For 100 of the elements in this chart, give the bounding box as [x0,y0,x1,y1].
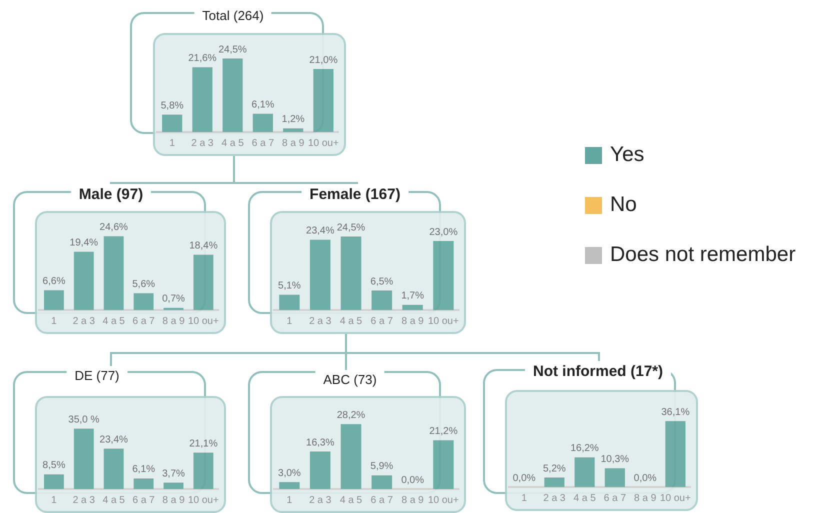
bar [192,67,212,132]
x-tick-label: 10 ou+ [188,316,219,327]
data-label: 0,0% [634,472,657,484]
x-tick-label: 2 a 3 [309,494,332,506]
x-tick-label: 8 a 9 [401,316,424,327]
x-tick-label: 2 a 3 [72,494,96,506]
data-label: 1,7% [401,290,424,302]
data-label: 0,0% [512,472,536,484]
data-label: 21,1% [189,438,218,450]
bar [222,58,243,132]
data-label: 23,4% [306,226,334,237]
bar [372,475,392,489]
x-tick-label: 6 a 7 [252,138,274,149]
x-tick-label: 6 a 7 [370,316,394,327]
x-tick-label: 4 a 5 [102,494,126,506]
bar [313,69,334,132]
x-tick-label: 4 a 5 [340,494,363,506]
x-tick-label: 2 a 3 [72,316,96,327]
bar [134,478,154,489]
x-tick-label: 8 a 9 [162,316,186,327]
data-label: 5,9% [370,461,394,472]
data-label: 1,2% [282,114,305,126]
legend-label: No [610,193,637,217]
chart-title: Not informed (17*) [524,361,672,382]
x-tick-label: 10 ou+ [428,316,459,327]
bar [44,290,64,310]
bar [74,428,94,489]
bar [604,468,625,487]
x-tick-label: 4 a 5 [340,316,363,327]
data-label: 10,3% [600,454,630,465]
x-tick-label: 10 ou+ [660,492,691,504]
data-label: 21,2% [429,426,458,437]
data-label: 19,4% [70,238,98,249]
data-label: 5,1% [278,280,301,292]
bar [340,424,362,489]
data-label: 3,0% [278,468,301,479]
data-label: 21,6% [188,52,217,64]
bar [104,236,124,310]
bar [164,482,184,489]
bar [162,114,182,132]
x-tick-label: 2 a 3 [309,316,332,327]
data-label: 0,7% [162,294,186,305]
bar [310,240,330,310]
data-label: 24,5% [336,222,366,234]
data-label: 35,0 % [68,414,100,426]
x-tick-label: 4 a 5 [574,492,596,504]
x-tick-label: 6 a 7 [370,494,394,506]
x-tick-label: 6 a 7 [132,316,156,327]
data-label: 6,1% [251,99,274,110]
data-label: 28,2% [336,410,366,421]
bar [44,474,64,489]
bar [193,452,214,489]
x-tick-label: 6 a 7 [132,494,156,506]
bar [279,294,300,310]
data-label: 36,1% [661,406,690,418]
bar [283,128,304,132]
x-tick-label: 8 a 9 [282,138,305,149]
bar [193,254,214,310]
x-tick-label: 10 ou+ [428,494,459,506]
bar [74,252,94,310]
x-tick-label: 1 [51,494,58,506]
bar [310,452,330,489]
bar [574,457,595,487]
bar [433,241,454,310]
data-label: 23,0% [429,226,458,238]
data-label: 24,6% [100,222,128,233]
data-label: 5,8% [160,100,184,112]
data-label: 8,5% [42,460,66,472]
data-label: 24,5% [218,44,247,56]
data-label: 0,0% [401,474,424,486]
x-tick-label: 1 [286,494,293,506]
x-tick-label: 2 a 3 [543,492,566,504]
data-label: 23,4% [100,434,128,446]
x-tick-label: 10 ou+ [188,494,219,506]
data-label: 6,5% [370,276,394,288]
bar [433,440,454,489]
x-tick-label: 1 [521,492,528,504]
data-label: 16,3% [306,437,334,448]
chart-title: Female (167) [302,184,408,205]
bar [252,114,273,132]
x-tick-label: 4 a 5 [102,316,126,327]
chart-title: DE (77) [66,366,128,385]
bar [544,478,564,487]
chart-title: Total (264) [194,6,272,25]
chart-title: ABC (73) [315,370,385,389]
bar [104,448,124,489]
data-label: 21,0% [309,54,338,66]
legend-label: Yes [610,143,644,167]
chart-title: Male (97) [70,184,152,205]
x-tick-label: 8 a 9 [162,494,186,506]
bar [279,482,300,489]
x-tick-label: 2 a 3 [191,138,214,149]
x-tick-label: 4 a 5 [222,138,244,149]
x-tick-label: 1 [169,138,176,149]
x-tick-label: 1 [51,316,58,327]
data-label: 5,2% [542,463,566,474]
x-tick-label: 6 a 7 [604,492,626,504]
data-label: 6,6% [42,276,66,287]
data-label: 5,6% [132,278,156,290]
data-label: 3,7% [162,468,186,480]
